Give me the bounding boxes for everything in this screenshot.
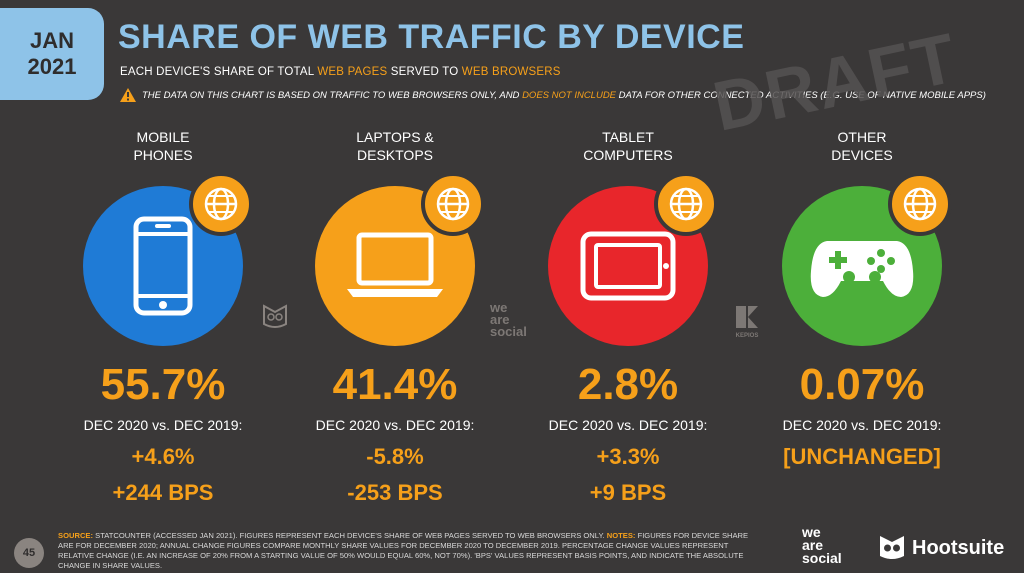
page-number: 45	[14, 538, 44, 568]
owl-icon	[880, 536, 904, 559]
subtitle-highlight: WEB BROWSERS	[461, 66, 561, 78]
comparison-label: DEC 2020 vs. DEC 2019:	[83, 417, 243, 433]
globe-icon	[436, 187, 470, 221]
device-circle	[548, 186, 708, 346]
bps-change: +244 BPS	[112, 480, 214, 505]
date-badge: JAN 2021	[0, 8, 104, 100]
device-mobile: MOBILE PHONES	[53, 128, 273, 346]
globe-icon	[669, 187, 703, 221]
laptop-icon	[347, 232, 443, 297]
note-text: THE DATA ON THIS CHART IS BASED ON TRAFF…	[142, 89, 523, 101]
globe-icon	[204, 187, 238, 221]
relative-change: [UNCHANGED]	[783, 444, 941, 469]
device-label: MOBILE PHONES	[133, 129, 193, 163]
subtitle-text: EACH DEVICE'S SHARE OF TOTAL	[120, 66, 318, 78]
share-value: 2.8%	[577, 360, 679, 409]
device-laptops: LAPTOPS & DESKTOPS	[285, 128, 505, 346]
smartphone-icon	[133, 216, 193, 316]
device-label: LAPTOPS & DESKTOPS	[356, 129, 434, 163]
device-label: TABLET COMPUTERS	[583, 129, 673, 163]
subtitle-highlight: WEB PAGES	[317, 66, 388, 78]
device-other: OTHER DEVICES	[752, 128, 972, 346]
relative-change: -5.8%	[366, 444, 424, 469]
bps-change: +9 BPS	[589, 480, 667, 505]
globe-badge	[888, 172, 952, 236]
source-notes: SOURCE: STATCOUNTER (ACCESSED JAN 2021).…	[58, 531, 749, 570]
tablet-icon	[580, 231, 676, 301]
comparison-label: DEC 2020 vs. DEC 2019:	[548, 417, 708, 433]
we-are-social-watermark: we are social	[490, 300, 527, 339]
badge-year: 2021	[27, 54, 77, 79]
share-value: 0.07%	[799, 360, 925, 409]
note-text: DATA FOR OTHER CONNECTED ACTIVITIES (E.G…	[616, 89, 986, 101]
note-highlight: DOES NOT INCLUDE	[522, 89, 617, 101]
subtitle-text: SERVED TO	[387, 66, 462, 78]
warning-icon	[120, 88, 136, 102]
disclaimer-note: THE DATA ON THIS CHART IS BASED ON TRAFF…	[120, 88, 986, 102]
kepios-logo-icon	[736, 306, 758, 328]
globe-icon	[903, 187, 937, 221]
share-value: 55.7%	[100, 360, 226, 409]
comparison-label: DEC 2020 vs. DEC 2019:	[782, 417, 942, 433]
kepios-watermark: KEPIOS	[734, 306, 760, 339]
share-value: 41.4%	[332, 360, 458, 409]
owl-watermark-icon	[263, 304, 287, 328]
device-label: OTHER DEVICES	[831, 129, 893, 163]
badge-month: JAN	[29, 28, 74, 53]
page-title: SHARE OF WEB TRAFFIC BY DEVICE	[118, 18, 745, 56]
bps-change: -253 BPS	[347, 480, 443, 505]
globe-badge	[421, 172, 485, 236]
hootsuite-logo: Hootsuite	[878, 534, 1004, 562]
globe-badge	[189, 172, 253, 236]
gamepad-icon	[810, 241, 914, 297]
globe-badge	[654, 172, 718, 236]
we-are-social-logo: we are social	[802, 524, 842, 566]
relative-change: +4.6%	[131, 444, 195, 469]
subtitle: EACH DEVICE'S SHARE OF TOTAL WEB PAGES S…	[120, 66, 561, 78]
device-tablets: TABLET COMPUTERS	[518, 128, 738, 346]
hootsuite-wordmark: Hootsuite	[912, 536, 1005, 559]
relative-change: +3.3%	[596, 444, 660, 469]
comparison-label: DEC 2020 vs. DEC 2019:	[315, 417, 475, 433]
